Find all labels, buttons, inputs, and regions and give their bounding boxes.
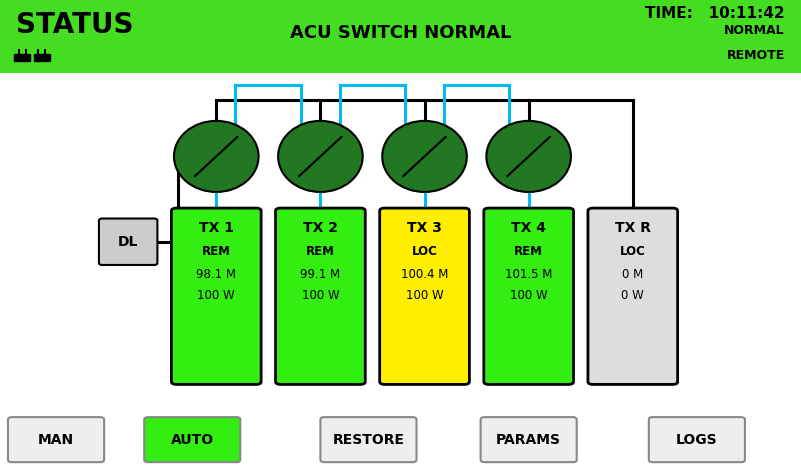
Text: 0 W: 0 W <box>622 289 644 302</box>
FancyBboxPatch shape <box>99 219 157 265</box>
FancyBboxPatch shape <box>481 417 577 462</box>
Text: LOGS: LOGS <box>676 433 718 447</box>
Text: TX 3: TX 3 <box>407 221 442 236</box>
Bar <box>0 0 801 73</box>
Text: TX R: TX R <box>615 221 650 236</box>
FancyBboxPatch shape <box>588 208 678 384</box>
Ellipse shape <box>486 121 571 192</box>
FancyBboxPatch shape <box>649 417 745 462</box>
Ellipse shape <box>382 121 467 192</box>
Text: TX 1: TX 1 <box>199 221 234 236</box>
Text: 0 M: 0 M <box>622 268 643 281</box>
Text: LOC: LOC <box>412 245 437 258</box>
Text: TX 4: TX 4 <box>511 221 546 236</box>
Bar <box>14 54 30 61</box>
Text: TX 2: TX 2 <box>303 221 338 236</box>
Text: REM: REM <box>306 245 335 258</box>
Text: LOC: LOC <box>620 245 646 258</box>
FancyBboxPatch shape <box>8 417 104 462</box>
Text: MAN: MAN <box>38 433 74 447</box>
FancyBboxPatch shape <box>276 208 365 384</box>
Text: PARAMS: PARAMS <box>496 433 562 447</box>
Bar <box>34 54 50 61</box>
FancyBboxPatch shape <box>380 208 469 384</box>
Text: DL: DL <box>118 235 139 249</box>
Text: RESTORE: RESTORE <box>332 433 405 447</box>
Text: 100 W: 100 W <box>406 289 443 302</box>
FancyBboxPatch shape <box>320 417 417 462</box>
Text: ACU SWITCH NORMAL: ACU SWITCH NORMAL <box>290 24 511 42</box>
Text: AUTO: AUTO <box>171 433 214 447</box>
Text: STATUS: STATUS <box>16 11 134 39</box>
Text: 99.1 M: 99.1 M <box>300 268 340 281</box>
Text: 100 W: 100 W <box>510 289 547 302</box>
Text: 101.5 M: 101.5 M <box>505 268 553 281</box>
FancyBboxPatch shape <box>171 208 261 384</box>
FancyBboxPatch shape <box>144 417 240 462</box>
Text: 100 W: 100 W <box>198 289 235 302</box>
Text: REM: REM <box>202 245 231 258</box>
Text: TIME:   10:11:42: TIME: 10:11:42 <box>646 6 785 21</box>
Text: 100 W: 100 W <box>302 289 339 302</box>
Text: 100.4 M: 100.4 M <box>400 268 449 281</box>
Text: REMOTE: REMOTE <box>727 49 785 62</box>
Text: 98.1 M: 98.1 M <box>196 268 236 281</box>
Text: REM: REM <box>514 245 543 258</box>
Ellipse shape <box>278 121 363 192</box>
FancyBboxPatch shape <box>484 208 574 384</box>
Ellipse shape <box>174 121 259 192</box>
Text: NORMAL: NORMAL <box>724 24 785 37</box>
